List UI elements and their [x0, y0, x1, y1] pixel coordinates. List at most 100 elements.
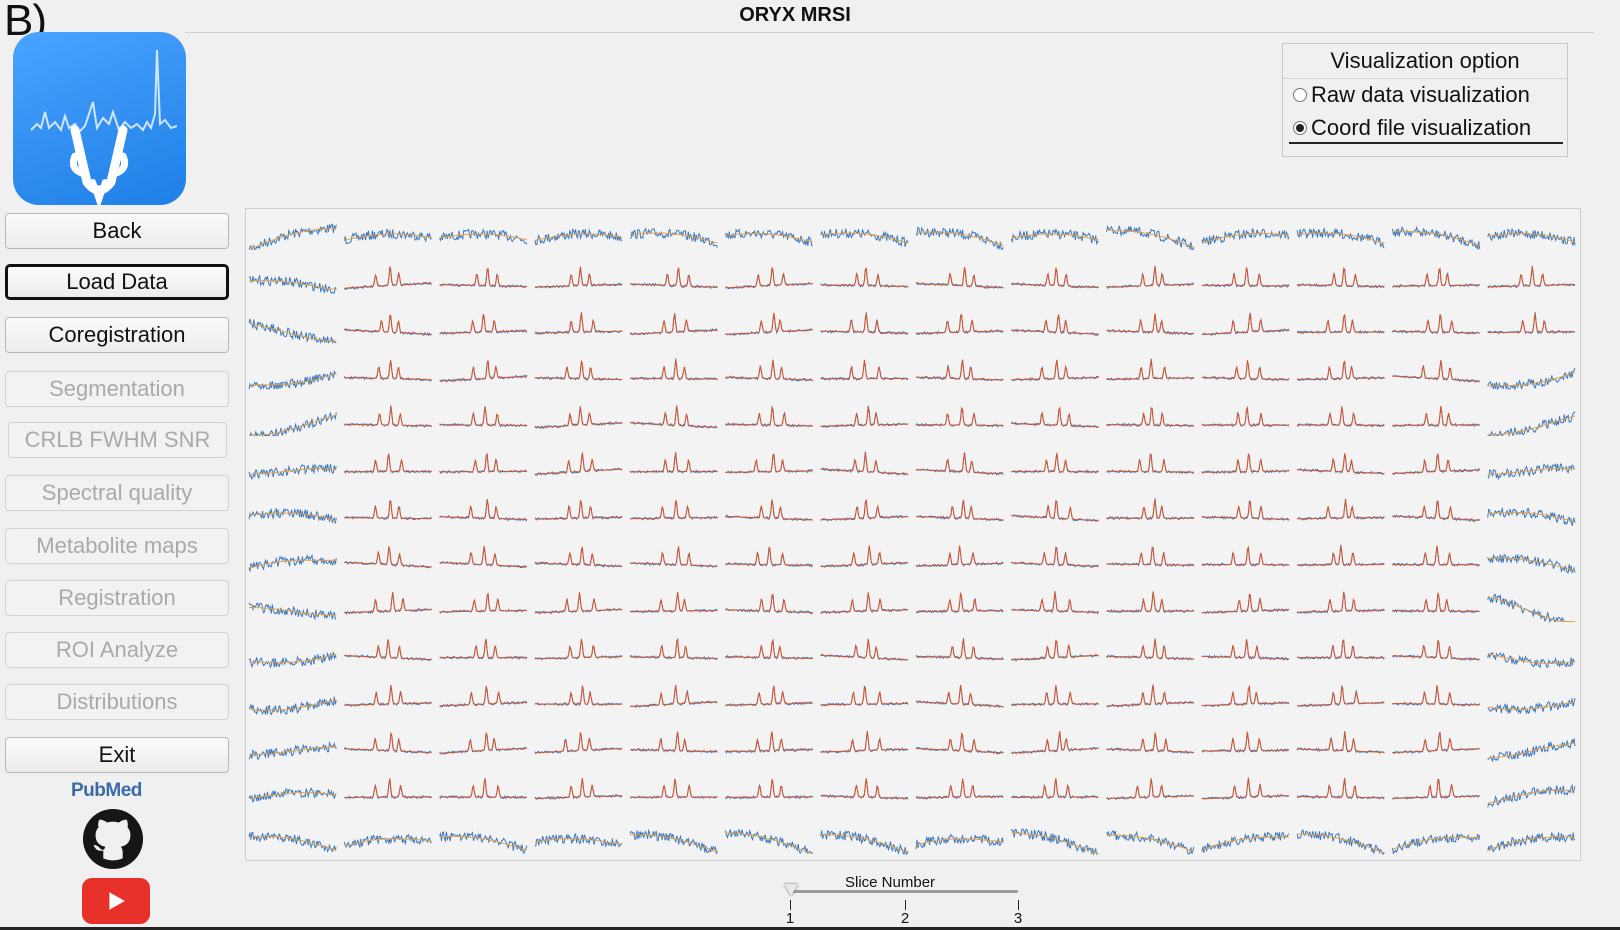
segmentation-button[interactable]: Segmentation [5, 371, 229, 407]
voxel-spectrum[interactable] [248, 273, 337, 295]
voxel-spectrum[interactable] [248, 740, 337, 760]
youtube-icon[interactable] [82, 878, 150, 924]
voxel-spectrum[interactable] [534, 546, 623, 568]
voxel-spectrum[interactable] [820, 228, 909, 248]
voxel-spectrum[interactable] [1487, 553, 1576, 574]
voxel-spectrum[interactable] [344, 684, 432, 707]
voxel-spectrum[interactable] [343, 228, 432, 245]
voxel-spectrum[interactable] [534, 685, 623, 707]
load-data-button[interactable]: Load Data [5, 264, 229, 300]
voxel-spectrum[interactable] [248, 832, 337, 854]
voxel-spectrum[interactable] [248, 696, 337, 716]
voxel-spectrum[interactable] [1392, 359, 1480, 383]
voxel-spectrum[interactable] [915, 833, 1004, 850]
voxel-spectrum[interactable] [534, 832, 623, 848]
voxel-spectrum[interactable] [439, 499, 528, 522]
voxel-spectrum[interactable] [249, 412, 337, 438]
voxel-spectrum[interactable] [1487, 738, 1576, 763]
voxel-spectrum[interactable] [343, 833, 432, 849]
exit-button[interactable]: Exit [5, 737, 229, 773]
voxel-spectrum[interactable] [725, 313, 814, 336]
voxel-spectrum[interactable] [915, 779, 1004, 800]
metabolite-maps-button[interactable]: Metabolite maps [5, 528, 229, 564]
back-button[interactable]: Back [5, 213, 229, 249]
voxel-spectrum[interactable] [915, 267, 1004, 290]
voxel-spectrum[interactable] [344, 405, 433, 428]
voxel-spectrum[interactable] [1106, 224, 1195, 250]
voxel-spectrum[interactable] [915, 731, 1004, 755]
voxel-spectrum[interactable] [534, 732, 623, 755]
voxel-spectrum[interactable] [1392, 406, 1481, 428]
voxel-spectrum[interactable] [534, 361, 623, 381]
voxel-spectrum[interactable] [248, 463, 337, 480]
spectra-grid[interactable] [245, 208, 1581, 861]
voxel-spectrum[interactable] [1201, 831, 1290, 853]
spectral-quality-button[interactable]: Spectral quality [5, 475, 229, 511]
voxel-spectrum[interactable] [344, 266, 432, 290]
voxel-spectrum[interactable] [1296, 226, 1385, 249]
voxel-spectrum[interactable] [248, 507, 337, 524]
voxel-spectrum[interactable] [725, 405, 813, 428]
voxel-spectrum[interactable] [1010, 228, 1099, 246]
voxel-spectrum[interactable] [1487, 651, 1576, 669]
voxel-spectrum[interactable] [1391, 833, 1481, 855]
voxel-spectrum[interactable] [725, 453, 813, 474]
voxel-spectrum[interactable] [534, 778, 623, 801]
voxel-spectrum[interactable] [248, 223, 337, 251]
voxel-spectrum[interactable] [1296, 314, 1385, 335]
voxel-spectrum[interactable] [439, 592, 527, 614]
voxel-spectrum[interactable] [820, 312, 909, 335]
voxel-spectrum[interactable] [1106, 591, 1195, 614]
voxel-spectrum[interactable] [1391, 314, 1480, 335]
voxel-spectrum[interactable] [534, 228, 623, 246]
voxel-spectrum[interactable] [724, 828, 814, 855]
voxel-spectrum[interactable] [1106, 732, 1194, 754]
voxel-spectrum[interactable] [1487, 411, 1576, 437]
crlb-fwhm-snr-button[interactable]: CRLB FWHM SNR [8, 422, 227, 458]
voxel-spectrum[interactable] [724, 228, 813, 247]
voxel-spectrum[interactable] [248, 318, 337, 345]
voxel-spectrum[interactable] [1487, 227, 1576, 246]
voxel-spectrum[interactable] [1487, 698, 1576, 715]
voxel-spectrum[interactable] [344, 315, 432, 337]
voxel-spectrum[interactable] [1297, 498, 1385, 521]
voxel-spectrum[interactable] [1487, 832, 1576, 853]
voxel-spectrum[interactable] [1487, 312, 1576, 335]
voxel-spectrum[interactable] [1487, 506, 1576, 527]
voxel-spectrum[interactable] [725, 360, 813, 382]
roi-analyze-button[interactable]: ROI Analyze [5, 632, 229, 668]
spectra-grid-canvas[interactable] [246, 209, 1580, 860]
voxel-spectrum[interactable] [439, 453, 528, 474]
voxel-spectrum[interactable] [343, 731, 432, 754]
voxel-spectrum[interactable] [248, 787, 337, 803]
voxel-spectrum[interactable] [820, 829, 909, 855]
voxel-spectrum[interactable] [439, 228, 528, 245]
voxel-spectrum[interactable] [439, 831, 528, 855]
voxel-spectrum[interactable] [629, 547, 718, 568]
voxel-spectrum[interactable] [629, 637, 718, 661]
voxel-spectrum[interactable] [1010, 828, 1099, 856]
voxel-spectrum[interactable] [1487, 463, 1576, 481]
voxel-spectrum[interactable] [630, 684, 718, 709]
slice-number-slider[interactable]: Slice Number 1 2 3 [775, 870, 1045, 930]
coord-file-option[interactable]: Coord file visualization [1293, 115, 1531, 141]
voxel-spectrum[interactable] [1487, 593, 1575, 623]
voxel-spectrum[interactable] [820, 545, 909, 568]
pubmed-link[interactable]: PubMed [71, 780, 142, 801]
coord-file-radio[interactable] [1293, 121, 1307, 135]
voxel-spectrum[interactable] [1487, 783, 1576, 808]
voxel-spectrum[interactable] [1296, 829, 1385, 855]
voxel-spectrum[interactable] [1201, 228, 1290, 246]
voxel-spectrum[interactable] [725, 685, 813, 707]
voxel-spectrum[interactable] [1296, 777, 1385, 800]
distributions-button[interactable]: Distributions [5, 684, 229, 720]
voxel-spectrum[interactable] [534, 312, 623, 335]
voxel-spectrum[interactable] [629, 828, 718, 855]
voxel-spectrum[interactable] [724, 640, 813, 661]
github-icon[interactable] [82, 808, 144, 870]
raw-data-radio[interactable] [1293, 88, 1307, 102]
voxel-spectrum[interactable] [1201, 452, 1290, 475]
voxel-spectrum[interactable] [1391, 593, 1480, 614]
voxel-spectrum[interactable] [1391, 225, 1481, 250]
voxel-spectrum[interactable] [725, 779, 813, 800]
